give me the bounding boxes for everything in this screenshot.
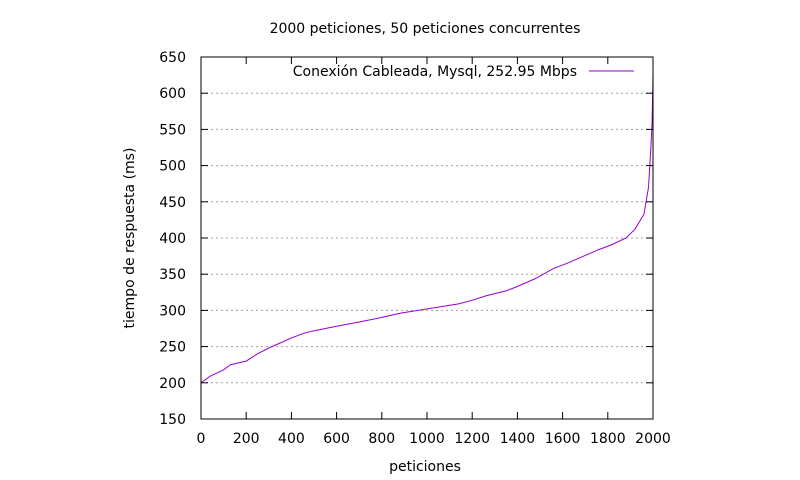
y-tick-label: 250 [159,340,186,356]
y-tick-label: 650 [159,50,186,66]
x-tick-label: 1800 [590,431,626,447]
x-tick-label: 200 [233,431,260,447]
x-tick-label: 1000 [409,431,445,447]
x-tick-label: 1600 [545,431,581,447]
y-tick-label: 450 [159,195,186,211]
axis-ticks [200,56,654,420]
x-tick-label: 2000 [635,431,671,447]
x-axis-label: peticiones [389,459,461,475]
y-axis-tick-labels: 150 200 250 300 350 400 450 500 550 600 650 [159,50,186,428]
x-tick-label: 600 [323,431,350,447]
y-tick-label: 300 [159,303,186,319]
x-tick-label: 0 [197,431,206,447]
y-tick-label: 600 [159,86,186,102]
y-tick-label: 550 [159,122,186,138]
y-tick-label: 150 [159,412,186,428]
series-line [200,75,654,384]
y-tick-label: 350 [159,267,186,283]
y-tick-label: 200 [159,376,186,392]
x-tick-label: 800 [368,431,395,447]
series-layer [200,75,654,384]
x-axis-tick-labels: 0 200 400 600 800 1000 1200 1400 1600 1800 2000 [197,431,671,447]
grid-lines [201,92,653,384]
y-tick-label: 400 [159,231,186,247]
legend: Conexión Cableada, Mysql, 252.95 Mbps [293,64,634,80]
y-axis-label: tiempo de respuesta (ms) [122,148,138,329]
legend-entry-label: Conexión Cableada, Mysql, 252.95 Mbps [293,64,577,80]
x-tick-label: 1200 [454,431,490,447]
y-tick-label: 500 [159,159,186,175]
chart-title: 2000 peticiones, 50 peticiones concurren… [270,21,581,37]
x-tick-label: 400 [278,431,305,447]
x-tick-label: 1400 [500,431,536,447]
